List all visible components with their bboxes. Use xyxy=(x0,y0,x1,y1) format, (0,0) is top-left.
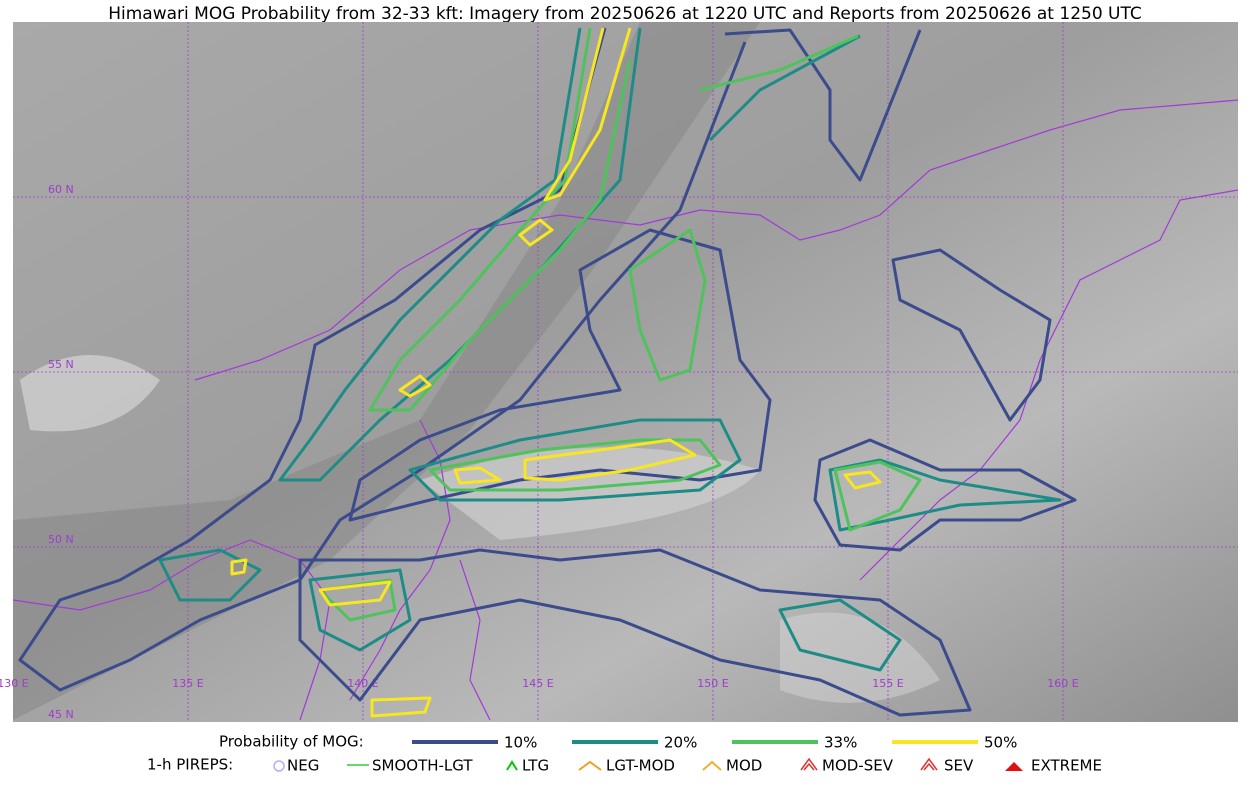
coastline xyxy=(859,189,1239,581)
contour-50 xyxy=(370,696,432,718)
coastline xyxy=(349,419,451,701)
coastlines xyxy=(12,99,1239,721)
lon-label: 155 E xyxy=(872,677,903,690)
contour-33 xyxy=(428,438,722,492)
pirep-icons xyxy=(273,757,1023,772)
contour-50 xyxy=(318,580,392,607)
contour-10 xyxy=(891,248,1052,422)
legend-label: 33% xyxy=(824,734,857,752)
legend-label: 20% xyxy=(664,734,697,752)
contour-33 xyxy=(628,228,707,382)
cloud xyxy=(20,355,160,432)
contour-10 xyxy=(348,228,772,522)
contour-20 xyxy=(408,418,742,502)
contour-10 xyxy=(18,27,747,692)
lat-label: 50 N xyxy=(48,533,74,546)
coastline xyxy=(12,539,331,721)
contour-20 xyxy=(158,548,262,602)
contour-33 xyxy=(368,27,632,412)
title: Himawari MOG Probability from 32-33 kft:… xyxy=(108,4,1142,24)
legend: Probability of MOG: 1-h PIREPS: 10% 20% 33… xyxy=(147,733,1102,775)
contours xyxy=(18,27,1077,718)
contour-50 xyxy=(398,374,432,398)
pirep-label: NEG xyxy=(287,757,319,775)
contour-20 xyxy=(308,568,412,652)
lat-label: 60 N xyxy=(48,183,74,196)
contour-33 xyxy=(833,460,922,532)
contour-20 xyxy=(708,34,861,142)
pirep-label: MOD-SEV xyxy=(822,757,894,775)
contour-50 xyxy=(230,558,248,576)
contour-50 xyxy=(843,470,882,490)
contour-50 xyxy=(518,218,554,247)
cloud xyxy=(420,447,760,540)
pirep-label: LTG xyxy=(522,757,549,775)
contour-50 xyxy=(543,27,632,202)
contour-50 xyxy=(523,438,697,482)
pirep-label: SMOOTH-LGT xyxy=(372,757,473,775)
legend-label: 10% xyxy=(504,734,537,752)
lon-label: 135 E xyxy=(172,677,203,690)
pirep-label: LGT-MOD xyxy=(606,757,675,775)
legend-label: 50% xyxy=(984,734,1017,752)
lat-label: 45 N xyxy=(48,708,74,721)
dry-band xyxy=(13,22,760,720)
icon-sev xyxy=(920,757,938,771)
pirep-label: MOD xyxy=(726,757,762,775)
contour-10 xyxy=(813,438,1077,552)
icon-ltg xyxy=(506,760,518,771)
lon-label: 150 E xyxy=(697,677,728,690)
pirep-label: SEV xyxy=(944,757,974,775)
icon-neg xyxy=(273,760,285,772)
coastline xyxy=(194,99,1239,381)
icon-mod-sev xyxy=(800,757,818,771)
icon-extreme xyxy=(1005,762,1023,771)
coastline xyxy=(459,559,491,721)
pirep-label: EXTREME xyxy=(1031,757,1102,775)
contour-33 xyxy=(699,34,859,92)
lat-label: 55 N xyxy=(48,358,74,371)
lon-label: 160 E xyxy=(1047,677,1078,690)
icon-mod xyxy=(702,760,722,771)
icon-lgt-mod xyxy=(578,760,602,771)
lon-label: 130 E xyxy=(0,677,29,690)
lon-label: 145 E xyxy=(522,677,553,690)
pireps-title: 1-h PIREPS: xyxy=(147,756,233,774)
contour-10 xyxy=(724,28,922,182)
contour-50 xyxy=(453,466,502,485)
contour-10 xyxy=(298,548,972,717)
legend-title: Probability of MOG: xyxy=(219,733,364,751)
contour-20 xyxy=(778,598,902,672)
